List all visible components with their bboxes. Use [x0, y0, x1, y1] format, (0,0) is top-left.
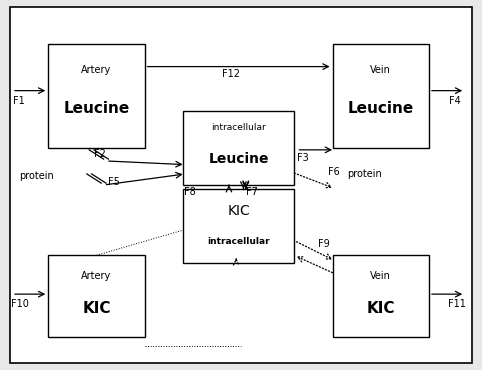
Text: KIC: KIC: [366, 301, 395, 316]
Text: F9: F9: [318, 239, 330, 249]
Text: F8: F8: [184, 187, 196, 198]
Text: F12: F12: [222, 69, 240, 79]
Text: intracellular: intracellular: [211, 123, 266, 132]
Text: F5: F5: [108, 177, 120, 188]
Text: Vein: Vein: [370, 65, 391, 75]
Bar: [48, 255, 145, 337]
Bar: [48, 44, 145, 148]
Text: F11: F11: [448, 299, 466, 309]
Text: F3: F3: [297, 153, 308, 164]
Bar: [183, 111, 294, 185]
Bar: [333, 44, 429, 148]
Text: F2: F2: [94, 148, 106, 159]
Bar: [183, 189, 294, 263]
Text: KIC: KIC: [227, 204, 250, 218]
Text: F1: F1: [13, 95, 25, 106]
Text: F6: F6: [328, 167, 339, 177]
Text: Artery: Artery: [81, 270, 111, 281]
Text: Artery: Artery: [81, 65, 111, 75]
Text: intracellular: intracellular: [207, 238, 270, 246]
Text: protein: protein: [19, 171, 54, 181]
Text: F4: F4: [449, 95, 461, 106]
Text: F10: F10: [11, 299, 28, 309]
Text: KIC: KIC: [82, 301, 111, 316]
Text: Leucine: Leucine: [63, 101, 130, 116]
Text: Leucine: Leucine: [348, 101, 414, 116]
Text: F7: F7: [246, 187, 258, 198]
Bar: [333, 255, 429, 337]
Text: Leucine: Leucine: [208, 152, 269, 166]
Text: protein: protein: [347, 169, 382, 179]
Text: Vein: Vein: [370, 270, 391, 281]
